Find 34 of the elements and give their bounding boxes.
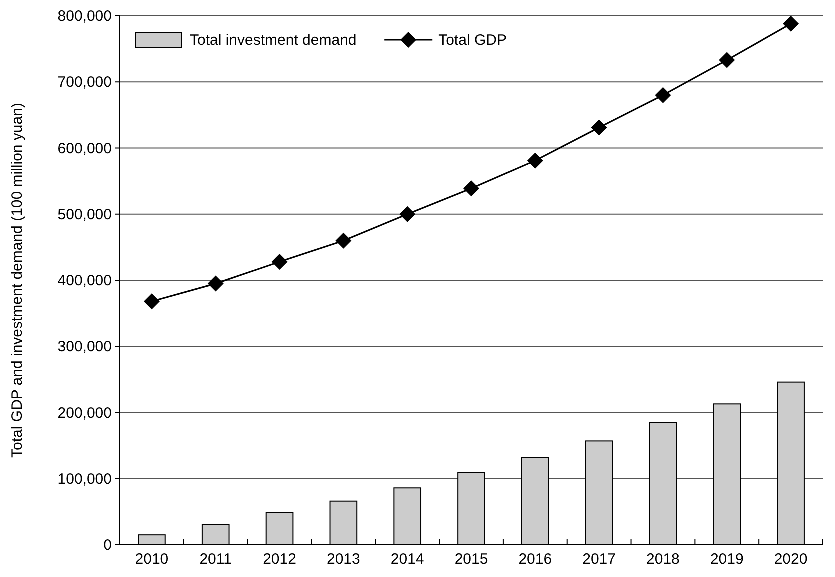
y-tick-label: 100,000: [58, 470, 112, 488]
point: [272, 254, 288, 270]
y-tick-label: 400,000: [58, 272, 112, 290]
x-tick-label: 2014: [390, 551, 424, 568]
y-tick-label: 800,000: [58, 8, 112, 25]
x-tick-label: 2012: [263, 551, 296, 568]
x-tick-label: 2018: [646, 551, 680, 568]
point: [783, 16, 800, 32]
x-tick-label: 2016: [518, 551, 552, 568]
point: [655, 87, 672, 104]
legend-label: Total investment demand: [190, 32, 357, 49]
point: [527, 152, 544, 169]
point: [400, 206, 416, 222]
y-tick-label: 0: [104, 537, 112, 554]
y-axis-title: Total GDP and investment demand (100 million yuan): [9, 103, 26, 458]
point: [464, 180, 480, 197]
x-tick-label: 2017: [582, 551, 616, 568]
y-tick-label: 600,000: [58, 140, 112, 158]
y-tick-label: 700,000: [58, 74, 112, 92]
x-tick-label: 2015: [454, 551, 488, 568]
y-tick-label: 500,000: [58, 206, 112, 224]
legend-label: Total GDP: [438, 32, 507, 49]
x-tick-label: 2020: [774, 551, 808, 568]
x-tick-label: 2011: [200, 551, 232, 568]
x-tick-label: 2019: [710, 551, 744, 568]
x-tick-label: 2010: [135, 551, 169, 568]
point: [719, 52, 736, 68]
point: [144, 294, 160, 310]
y-tick-label: 300,000: [58, 338, 112, 356]
x-tick-label: 2013: [326, 551, 360, 568]
point: [336, 232, 352, 249]
point: [208, 276, 224, 292]
y-tick-label: 200,000: [58, 404, 112, 422]
point: [591, 120, 608, 136]
